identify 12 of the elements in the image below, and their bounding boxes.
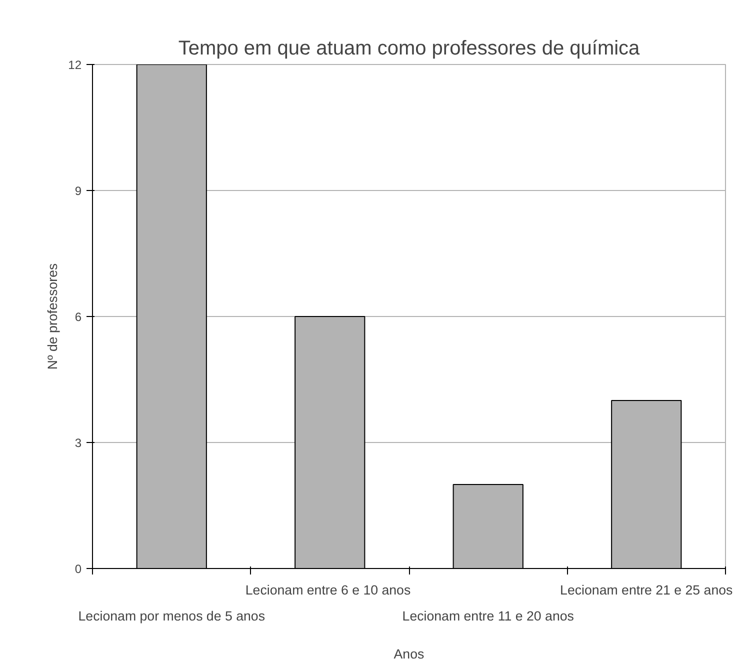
chart-title: Tempo em que atuam como professores de química xyxy=(178,38,641,60)
x-tick-label: Lecionam por menos de 5 anos xyxy=(78,608,266,624)
x-axis-title: Anos xyxy=(394,646,425,662)
y-tick-label: 9 xyxy=(74,184,82,198)
y-tick-label: 6 xyxy=(74,310,82,324)
y-axis-title: Nº de professores xyxy=(45,262,60,370)
x-tick-label: Lecionam entre 6 e 10 anos xyxy=(245,582,411,598)
y-tick-label: 0 xyxy=(74,562,82,576)
y-tick-label: 3 xyxy=(74,436,82,450)
y-tick-label: 12 xyxy=(68,58,82,72)
x-tick-label: Lecionam entre 21 e 25 anos xyxy=(560,582,734,598)
x-tick-label: Lecionam entre 11 e 20 anos xyxy=(402,608,574,624)
